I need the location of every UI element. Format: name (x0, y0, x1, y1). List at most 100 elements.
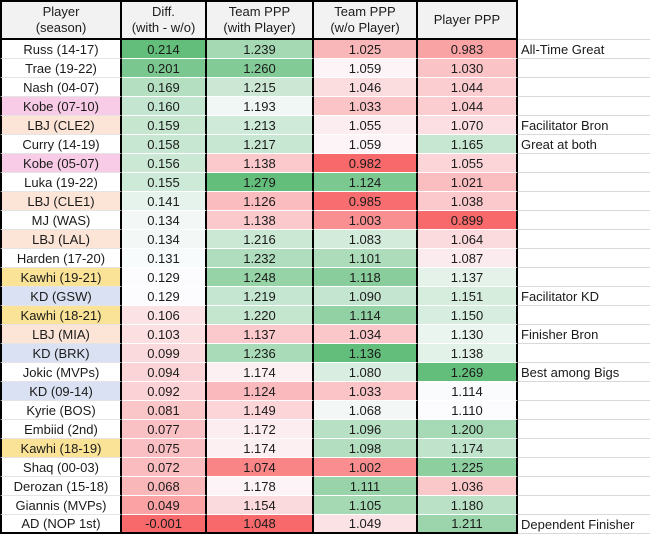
player-cell[interactable]: Curry (14-19) (0, 135, 122, 154)
player-cell[interactable]: Shaq (00-03) (0, 458, 122, 477)
team-ppp-without-cell[interactable]: 0.985 (314, 192, 418, 211)
annotation-cell[interactable]: Best among Bigs (518, 363, 650, 382)
annotation-cell[interactable] (518, 344, 650, 363)
player-cell[interactable]: KD (BRK) (0, 344, 122, 363)
diff-cell[interactable]: 0.159 (122, 116, 207, 135)
player-ppp-cell[interactable]: 1.174 (418, 439, 518, 458)
annotation-cell[interactable] (518, 268, 650, 287)
player-ppp-cell[interactable]: 0.899 (418, 211, 518, 230)
team-ppp-without-cell[interactable]: 1.059 (314, 59, 418, 78)
annotation-cell[interactable] (518, 173, 650, 192)
diff-cell[interactable]: 0.049 (122, 496, 207, 515)
player-cell[interactable]: Kawhi (18-21) (0, 306, 122, 325)
diff-cell[interactable]: 0.129 (122, 287, 207, 306)
header-player-season[interactable]: Player (season) (0, 0, 122, 40)
annotation-cell[interactable] (518, 97, 650, 116)
player-ppp-cell[interactable]: 1.130 (418, 325, 518, 344)
team-ppp-without-cell[interactable]: 1.111 (314, 477, 418, 496)
annotation-cell[interactable] (518, 192, 650, 211)
team-ppp-with-cell[interactable]: 1.137 (207, 325, 314, 344)
player-cell[interactable]: Harden (17-20) (0, 249, 122, 268)
player-ppp-cell[interactable]: 1.165 (418, 135, 518, 154)
diff-cell[interactable]: 0.106 (122, 306, 207, 325)
team-ppp-with-cell[interactable]: 1.232 (207, 249, 314, 268)
player-cell[interactable]: Kyrie (BOS) (0, 401, 122, 420)
header-player-ppp[interactable]: Player PPP (418, 0, 518, 40)
player-cell[interactable]: Nash (04-07) (0, 78, 122, 97)
annotation-cell[interactable] (518, 59, 650, 78)
team-ppp-with-cell[interactable]: 1.048 (207, 515, 314, 534)
team-ppp-with-cell[interactable]: 1.126 (207, 192, 314, 211)
player-ppp-cell[interactable]: 1.044 (418, 97, 518, 116)
diff-cell[interactable]: -0.001 (122, 515, 207, 534)
player-ppp-cell[interactable]: 1.225 (418, 458, 518, 477)
player-ppp-cell[interactable]: 1.138 (418, 344, 518, 363)
diff-cell[interactable]: 0.160 (122, 97, 207, 116)
team-ppp-without-cell[interactable]: 1.136 (314, 344, 418, 363)
team-ppp-without-cell[interactable]: 1.003 (314, 211, 418, 230)
player-cell[interactable]: LBJ (CLE1) (0, 192, 122, 211)
diff-cell[interactable]: 0.156 (122, 154, 207, 173)
header-annotation-blank[interactable] (518, 0, 650, 40)
player-cell[interactable]: Kobe (07-10) (0, 97, 122, 116)
team-ppp-without-cell[interactable]: 1.105 (314, 496, 418, 515)
diff-cell[interactable]: 0.072 (122, 458, 207, 477)
player-cell[interactable]: LBJ (MIA) (0, 325, 122, 344)
annotation-cell[interactable] (518, 306, 650, 325)
annotation-cell[interactable] (518, 211, 650, 230)
diff-cell[interactable]: 0.068 (122, 477, 207, 496)
player-ppp-cell[interactable]: 1.021 (418, 173, 518, 192)
team-ppp-without-cell[interactable]: 1.083 (314, 230, 418, 249)
annotation-cell[interactable] (518, 230, 650, 249)
team-ppp-without-cell[interactable]: 1.049 (314, 515, 418, 534)
team-ppp-without-cell[interactable]: 1.055 (314, 116, 418, 135)
diff-cell[interactable]: 0.131 (122, 249, 207, 268)
player-ppp-cell[interactable]: 1.087 (418, 249, 518, 268)
diff-cell[interactable]: 0.169 (122, 78, 207, 97)
team-ppp-with-cell[interactable]: 1.248 (207, 268, 314, 287)
team-ppp-with-cell[interactable]: 1.124 (207, 382, 314, 401)
team-ppp-with-cell[interactable]: 1.172 (207, 420, 314, 439)
team-ppp-with-cell[interactable]: 1.239 (207, 40, 314, 59)
diff-cell[interactable]: 0.158 (122, 135, 207, 154)
player-cell[interactable]: KD (09-14) (0, 382, 122, 401)
team-ppp-without-cell[interactable]: 1.114 (314, 306, 418, 325)
annotation-cell[interactable] (518, 249, 650, 268)
annotation-cell[interactable]: Great at both (518, 135, 650, 154)
diff-cell[interactable]: 0.103 (122, 325, 207, 344)
team-ppp-with-cell[interactable]: 1.220 (207, 306, 314, 325)
annotation-cell[interactable] (518, 401, 650, 420)
player-cell[interactable]: Luka (19-22) (0, 173, 122, 192)
player-ppp-cell[interactable]: 1.114 (418, 382, 518, 401)
player-cell[interactable]: Giannis (MVPs) (0, 496, 122, 515)
diff-cell[interactable]: 0.129 (122, 268, 207, 287)
header-team-ppp-with[interactable]: Team PPP (with Player) (207, 0, 314, 40)
player-ppp-cell[interactable]: 1.269 (418, 363, 518, 382)
annotation-cell[interactable] (518, 496, 650, 515)
team-ppp-with-cell[interactable]: 1.260 (207, 59, 314, 78)
player-ppp-cell[interactable]: 1.110 (418, 401, 518, 420)
annotation-cell[interactable]: All-Time Great (518, 40, 650, 59)
player-cell[interactable]: LBJ (CLE2) (0, 116, 122, 135)
player-cell[interactable]: Derozan (15-18) (0, 477, 122, 496)
team-ppp-without-cell[interactable]: 1.059 (314, 135, 418, 154)
player-ppp-cell[interactable]: 1.180 (418, 496, 518, 515)
player-ppp-cell[interactable]: 1.036 (418, 477, 518, 496)
team-ppp-without-cell[interactable]: 1.080 (314, 363, 418, 382)
diff-cell[interactable]: 0.077 (122, 420, 207, 439)
team-ppp-without-cell[interactable]: 1.118 (314, 268, 418, 287)
annotation-cell[interactable] (518, 439, 650, 458)
player-ppp-cell[interactable]: 1.044 (418, 78, 518, 97)
player-ppp-cell[interactable]: 1.137 (418, 268, 518, 287)
player-ppp-cell[interactable]: 1.211 (418, 515, 518, 534)
annotation-cell[interactable] (518, 382, 650, 401)
player-cell[interactable]: Trae (19-22) (0, 59, 122, 78)
annotation-cell[interactable]: Facilitator Bron (518, 116, 650, 135)
annotation-cell[interactable] (518, 458, 650, 477)
team-ppp-with-cell[interactable]: 1.178 (207, 477, 314, 496)
player-ppp-cell[interactable]: 1.151 (418, 287, 518, 306)
team-ppp-without-cell[interactable]: 1.101 (314, 249, 418, 268)
player-cell[interactable]: Embiid (2nd) (0, 420, 122, 439)
player-ppp-cell[interactable]: 1.064 (418, 230, 518, 249)
team-ppp-without-cell[interactable]: 1.090 (314, 287, 418, 306)
